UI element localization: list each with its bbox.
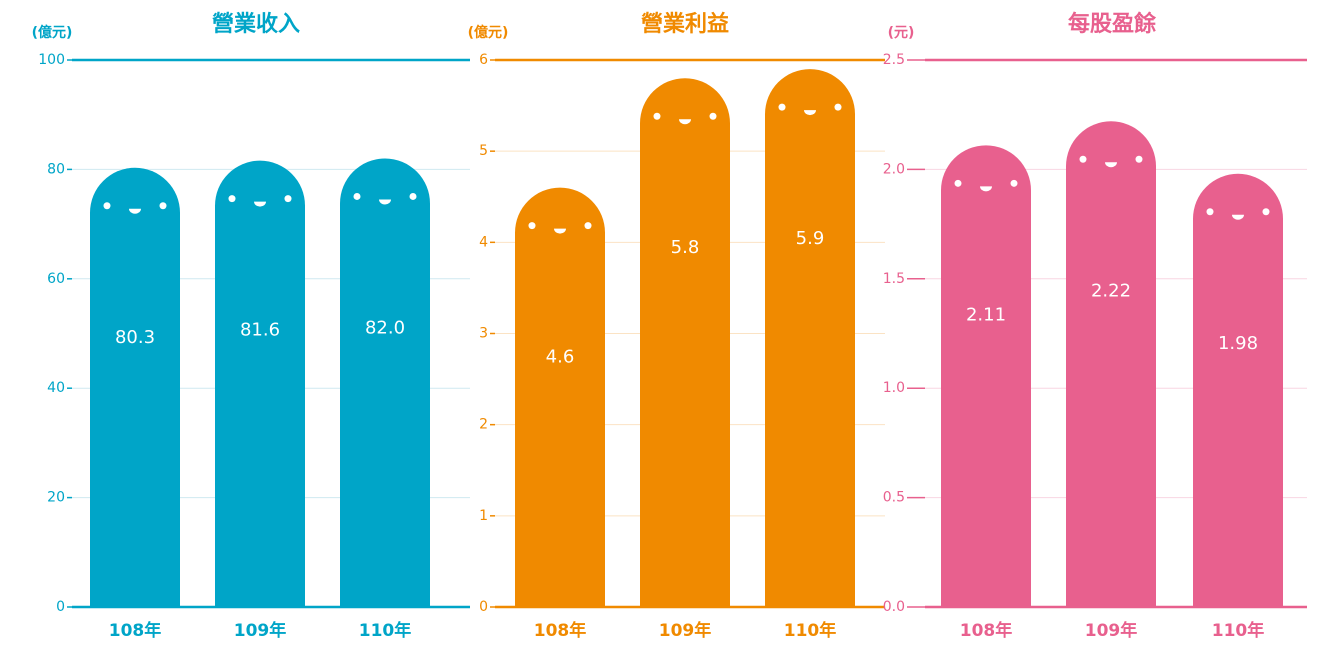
y-tick-label: 0	[479, 599, 488, 615]
bar-eye	[1206, 208, 1214, 216]
value-label: 1.98	[1218, 333, 1258, 354]
y-tick-label: 4	[479, 234, 488, 250]
x-tick-label: 109年	[1085, 620, 1138, 641]
bar-mouth	[254, 201, 266, 207]
bar	[340, 158, 430, 607]
bar-eye	[284, 195, 292, 203]
y-tick-label: 20	[47, 490, 65, 506]
bar-eye	[353, 192, 361, 200]
y-axis-unit: (億元)	[32, 24, 73, 41]
x-tick-label: 110年	[1212, 620, 1265, 641]
y-tick-label: 60	[47, 271, 65, 287]
bar-eye	[159, 202, 167, 210]
y-tick-label: 2	[479, 417, 488, 433]
bar-eye	[1262, 208, 1270, 216]
y-tick-label: 6	[479, 52, 488, 68]
x-tick-label: 108年	[534, 620, 587, 641]
bar	[640, 78, 730, 607]
y-tick-label: 100	[38, 52, 65, 68]
bar-eye	[409, 192, 417, 200]
bar-eye	[103, 202, 111, 210]
y-tick-label: 3	[479, 326, 488, 342]
bar-mouth	[379, 199, 391, 205]
value-label: 81.6	[240, 320, 280, 341]
y-tick-label: 80	[47, 161, 65, 177]
bar	[90, 167, 180, 607]
bar-eye	[954, 179, 962, 187]
bar	[1193, 173, 1283, 608]
value-label: 5.8	[671, 237, 700, 258]
bar-eye	[1079, 155, 1087, 163]
value-label: 2.11	[966, 304, 1006, 325]
bar	[215, 160, 305, 607]
value-label: 80.3	[115, 327, 155, 348]
bar-mouth	[804, 110, 816, 116]
bar	[515, 187, 605, 607]
y-tick-label: 0	[56, 599, 65, 615]
bar	[941, 145, 1031, 607]
bar-eye	[1135, 155, 1143, 163]
x-tick-label: 110年	[784, 620, 837, 641]
x-tick-label: 109年	[234, 620, 287, 641]
bar-eye	[709, 112, 717, 120]
bar	[765, 69, 855, 607]
value-label: 82.0	[365, 317, 405, 338]
chart-title: 每股盈餘	[1068, 11, 1157, 37]
bar-mouth	[1105, 162, 1117, 168]
value-label: 2.22	[1091, 280, 1131, 301]
bar-eye	[653, 112, 661, 120]
y-tick-label: 1.5	[883, 271, 905, 287]
y-tick-label: 0.0	[883, 599, 905, 615]
chart-title: 營業利益	[641, 11, 729, 37]
bar-mouth	[679, 119, 691, 125]
y-tick-label: 1.0	[883, 380, 905, 396]
x-tick-label: 108年	[109, 620, 162, 641]
value-label: 4.6	[546, 347, 575, 368]
chart-title: 營業收入	[212, 11, 300, 37]
x-tick-label: 110年	[359, 620, 412, 641]
bar-eye	[228, 195, 236, 203]
bar-eye	[528, 222, 536, 230]
y-tick-label: 2.0	[883, 161, 905, 177]
y-axis-unit: (億元)	[468, 24, 509, 41]
bar-eye	[778, 103, 786, 111]
bar-eye	[834, 103, 842, 111]
value-label: 5.9	[796, 228, 825, 249]
bar-eye	[584, 222, 592, 230]
bar-mouth	[129, 208, 141, 214]
x-tick-label: 108年	[960, 620, 1013, 641]
y-tick-label: 2.5	[883, 52, 905, 68]
y-tick-label: 5	[479, 143, 488, 159]
bar	[1066, 121, 1156, 607]
y-axis-unit: (元)	[888, 25, 915, 41]
bar-mouth	[980, 186, 992, 192]
y-tick-label: 0.5	[883, 490, 905, 506]
bar-mouth	[1232, 214, 1244, 220]
x-tick-label: 109年	[659, 620, 712, 641]
bar-mouth	[554, 228, 566, 234]
bar-eye	[1010, 179, 1018, 187]
y-tick-label: 40	[47, 380, 65, 396]
y-tick-label: 1	[479, 508, 488, 524]
